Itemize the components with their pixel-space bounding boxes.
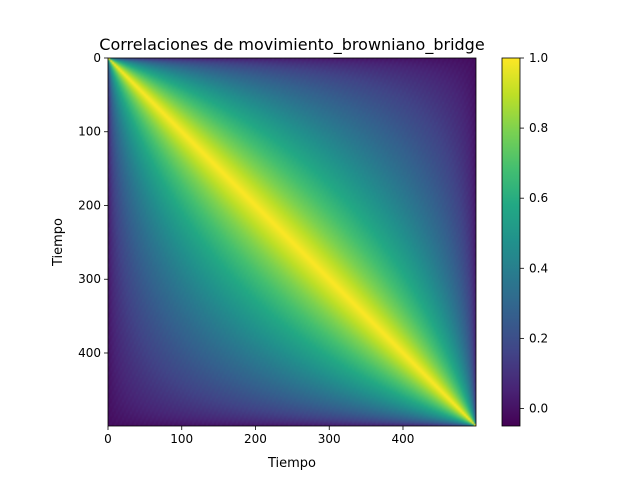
y-axis: 0 100 200 300 400 [78, 51, 108, 360]
colorbar-tick-label: 0.8 [529, 121, 548, 135]
heatmap [108, 58, 476, 426]
x-tick-label: 400 [392, 432, 415, 446]
x-axis: 0 100 200 300 400 [104, 426, 414, 446]
y-axis-label: Tiempo [51, 218, 66, 267]
colorbar-tick-label: 0.0 [529, 401, 548, 415]
colorbar-ticks: 0.0 0.2 0.4 0.6 0.8 1.0 [520, 51, 548, 415]
y-tick-label: 0 [93, 51, 101, 65]
y-tick-label: 400 [78, 346, 101, 360]
x-tick-label: 200 [244, 432, 267, 446]
heatmap-cells [108, 58, 476, 426]
colorbar-tick-label: 0.4 [529, 261, 548, 275]
x-tick-label: 0 [104, 432, 112, 446]
colorbar-tick-label: 1.0 [529, 51, 548, 65]
chart-title: Correlaciones de movimiento_browniano_br… [99, 35, 484, 55]
colorbar [501, 57, 521, 427]
colorbar-tick-label: 0.6 [529, 191, 548, 205]
x-axis-label: Tiempo [267, 456, 316, 471]
x-tick-label: 300 [318, 432, 341, 446]
colorbar-tick-label: 0.2 [529, 331, 548, 345]
y-tick-label: 200 [78, 198, 101, 212]
plot-frame [107, 57, 477, 427]
y-tick-label: 100 [78, 125, 101, 139]
x-tick-label: 100 [170, 432, 193, 446]
y-tick-label: 300 [78, 272, 101, 286]
